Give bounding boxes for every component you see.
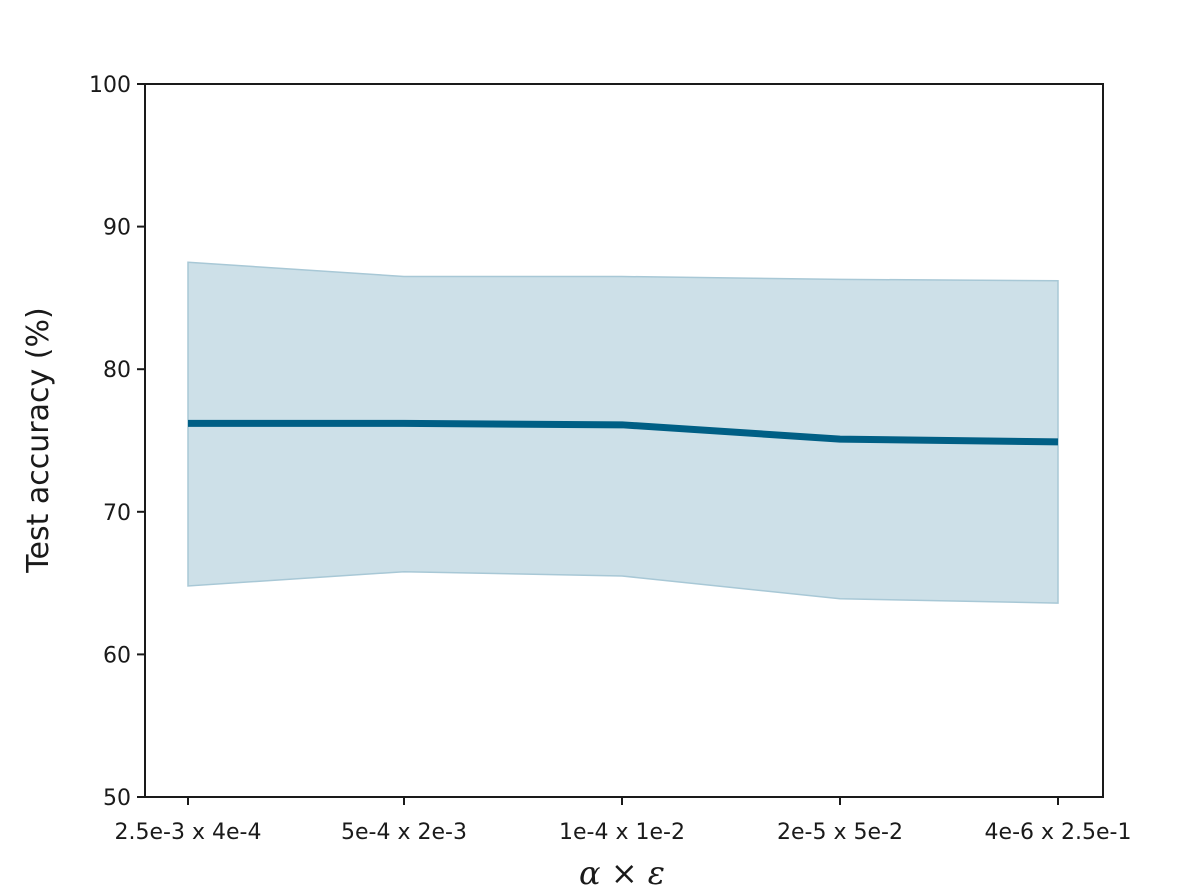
x-tick-label: 5e-4 x 2e-3 xyxy=(341,820,467,845)
confidence-band xyxy=(187,261,1059,604)
plot-frame xyxy=(144,83,1104,798)
y-tick-label: 100 xyxy=(89,73,131,98)
y-tick-label: 50 xyxy=(103,786,131,811)
y-axis-ticks: 50 60 70 80 90 100 xyxy=(89,73,145,811)
y-tick-label: 60 xyxy=(103,643,131,668)
x-tick-label: 1e-4 x 1e-2 xyxy=(559,820,685,845)
y-tick-label: 80 xyxy=(103,358,131,383)
x-tick-label: 2.5e-3 x 4e-4 xyxy=(115,820,262,845)
x-tick-label: 4e-6 x 2.5e-1 xyxy=(985,820,1132,845)
x-axis-ticks: 2.5e-3 x 4e-4 5e-4 x 2e-3 1e-4 x 1e-2 2e-5 … xyxy=(115,797,1132,845)
y-tick-label: 90 xyxy=(103,216,131,241)
y-tick-label: 70 xyxy=(103,501,131,526)
series-line-layer xyxy=(187,419,1059,446)
y-axis-label: Test accuracy (%) xyxy=(21,307,56,573)
x-axis-label: α × ε xyxy=(579,854,665,892)
confidence-band-layer xyxy=(187,261,1059,604)
x-tick-label: 2e-5 x 5e-2 xyxy=(777,820,903,845)
